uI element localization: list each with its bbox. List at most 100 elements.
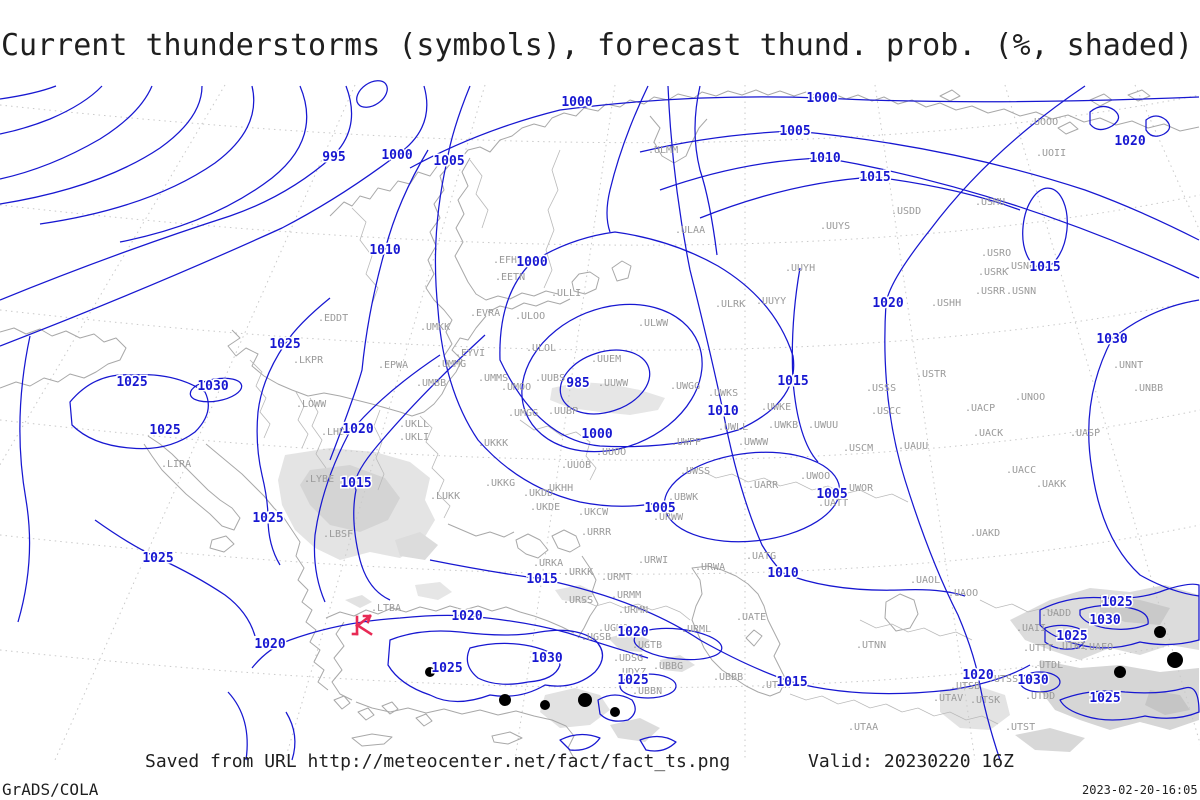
station-label: .URRR — [581, 527, 612, 538]
isobar-value-label: 1020 — [451, 609, 482, 624]
isobar-value-label: 1025 — [1089, 691, 1120, 706]
isobar-value-label: 995 — [322, 150, 345, 165]
isobar-value-label: 1025 — [617, 673, 648, 688]
station-label: .URSS — [563, 595, 593, 606]
isobar-value-label: 1000 — [806, 91, 837, 106]
station-label: .UMMS — [478, 373, 508, 384]
station-label: .UWUU — [808, 420, 838, 431]
station-label: .UGSB — [581, 632, 611, 643]
station-label: .USCM — [843, 443, 873, 454]
station-label: .LUKK — [430, 491, 460, 502]
station-label: .ULOL — [526, 343, 556, 354]
isobar-value-label: 1015 — [859, 170, 890, 185]
station-label: .LBSF — [323, 529, 353, 540]
station-label: .UACK — [973, 428, 1003, 439]
station-label: .URKK — [563, 567, 593, 578]
probability-shading — [278, 382, 1199, 752]
station-label: .UBWK — [668, 492, 698, 503]
station-label: .EDDT — [318, 313, 348, 324]
isobar-value-label: 1025 — [431, 661, 462, 676]
isobar-value-label: 1020 — [254, 637, 285, 652]
isobar-value-label: 1010 — [809, 151, 840, 166]
isobar-value-label: 1030 — [1089, 613, 1120, 628]
station-label: .URKA — [533, 558, 563, 569]
thunderstorm-symbol — [351, 614, 373, 636]
station-label: .USDD — [891, 206, 921, 217]
station-label: .EPWA — [378, 360, 408, 371]
isobar-value-label: 1025 — [1056, 629, 1087, 644]
isobar-value-label: 1015 — [777, 374, 808, 389]
station-label: .EETN — [495, 272, 525, 283]
station-label: .USNR — [1005, 261, 1036, 272]
station-label: .UGKO — [598, 623, 628, 634]
station-label: .LKPR — [293, 355, 324, 366]
station-label: .UUBP — [548, 406, 578, 417]
station-label: .UAFO — [1083, 642, 1113, 653]
isobar-contours — [0, 80, 1200, 761]
station-label: .UDSG — [613, 653, 643, 664]
isobar-value-label: 1025 — [142, 551, 173, 566]
station-label: .EFHF — [493, 255, 523, 266]
station-label: .UAOO — [948, 588, 978, 599]
saved-from-url-text: Saved from URL http://meteocenter.net/fa… — [145, 751, 731, 772]
station-label: .UOII — [1036, 148, 1066, 159]
station-label: .UACC — [1006, 465, 1036, 476]
grads-credit: GrADS/COLA — [2, 780, 99, 799]
isobar-value-label: 1030 — [531, 651, 562, 666]
isobar-value-label: 1005 — [779, 124, 810, 139]
station-label: .UAUU — [898, 441, 928, 452]
station-label: .UATE — [736, 612, 766, 623]
station-label: .LOWW — [296, 399, 327, 410]
isobar-value-label: 1005 — [816, 487, 847, 502]
isobar-value-label: 1025 — [116, 375, 147, 390]
station-label: .USRO — [981, 248, 1011, 259]
station-label: .UWPP — [671, 437, 701, 448]
station-label: .UAII — [1016, 623, 1046, 634]
station-label: .UKCW — [578, 507, 609, 518]
station-label: .URMM — [611, 590, 641, 601]
station-label: .UMMG — [436, 359, 466, 370]
station-label: .UACP — [965, 403, 995, 414]
station-label: .URWA — [695, 562, 725, 573]
station-label: .UNOO — [1015, 392, 1045, 403]
map-title: Current thunderstorms (symbols), forecas… — [1, 28, 1194, 63]
station-label: .ULWW — [638, 318, 669, 329]
station-label: .URWI — [638, 555, 668, 566]
station-label: .ULMM — [648, 145, 678, 156]
station-label: .UUBS — [535, 373, 565, 384]
station-label: .URMN — [618, 605, 648, 616]
station-label: .UTAA — [848, 722, 878, 733]
isobar-value-label: 1025 — [1101, 595, 1132, 610]
station-label: .LYBE — [304, 474, 334, 485]
station-label: .UARR — [748, 480, 779, 491]
isobar-value-label: 1020 — [962, 668, 993, 683]
station-label: .ULOO — [515, 311, 545, 322]
isobar-value-label: 1000 — [561, 95, 592, 110]
station-label: .USCC — [871, 406, 901, 417]
station-label: .UBBB — [713, 672, 743, 683]
station-label: .UWKB — [768, 420, 798, 431]
isobar-value-label: 1025 — [149, 423, 180, 438]
isobar-value-label: 1030 — [1096, 332, 1127, 347]
station-label: .UTDL — [1033, 660, 1063, 671]
station-label: .ULLI — [551, 288, 581, 299]
isobar-value-label: 1015 — [1029, 260, 1060, 275]
station-label: .USMU — [975, 197, 1005, 208]
isobar-value-label: 1010 — [767, 566, 798, 581]
isobar-value-label: 1025 — [252, 511, 283, 526]
station-label: .UTST — [1005, 722, 1035, 733]
station-label: .URML — [681, 624, 711, 635]
station-label: .UAKD — [970, 528, 1000, 539]
station-label: .UNBB — [1133, 383, 1163, 394]
isobar-value-label: 1005 — [433, 154, 464, 169]
station-label: .LHBP — [321, 427, 351, 438]
isobar-value-label: 1020 — [617, 625, 648, 640]
isobar-value-label: 1010 — [707, 404, 738, 419]
station-label: .USTR — [916, 369, 947, 380]
country-borders — [249, 149, 1061, 725]
isobar-value-label: 1020 — [1114, 134, 1145, 149]
station-label: .ULRK — [715, 299, 745, 310]
station-label: .ULAA — [675, 225, 705, 236]
station-label: .UUWW — [598, 378, 629, 389]
